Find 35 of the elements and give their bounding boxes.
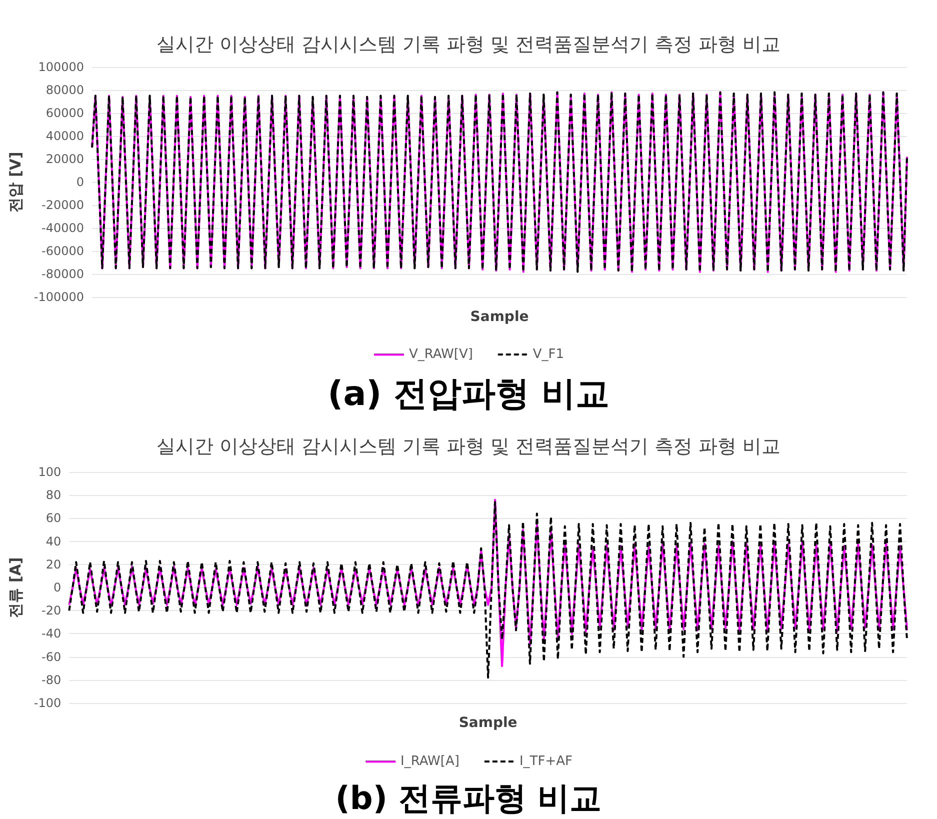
y-axis-title: 전압 [V] bbox=[6, 152, 24, 212]
x-axis-title: Sample bbox=[470, 308, 529, 325]
y-tick-label: -20 bbox=[42, 604, 62, 618]
y-tick-label: -60 bbox=[42, 650, 62, 664]
y-tick-label: -80000 bbox=[42, 267, 84, 281]
legend-label: I_RAW[A] bbox=[400, 754, 460, 769]
legend-label: I_TF+AF bbox=[519, 754, 572, 769]
chart-title: 실시간 이상상태 감시시스템 기록 파형 및 전력품질분석기 측정 파형 비교 bbox=[156, 436, 781, 458]
legend-label: V_F1 bbox=[532, 347, 564, 362]
y-tick-label: 100 bbox=[38, 465, 62, 479]
y-tick-label: -80 bbox=[42, 672, 62, 687]
y-tick-label: -20000 bbox=[42, 198, 84, 212]
y-tick-label: 20000 bbox=[46, 152, 84, 166]
y-tick-label: 100000 bbox=[38, 60, 84, 74]
y-tick-label: 80 bbox=[46, 488, 62, 502]
y-axis-title: 전류 [A] bbox=[6, 557, 24, 618]
y-tick-label: -40 bbox=[42, 626, 62, 641]
y-tick-label: 40000 bbox=[46, 129, 84, 143]
y-tick-label: 60 bbox=[46, 511, 62, 526]
y-tick-label: -40000 bbox=[42, 221, 84, 235]
y-tick-label: 0 bbox=[53, 580, 62, 594]
y-tick-label: 0 bbox=[76, 175, 84, 189]
y-tick-label: -100 bbox=[34, 696, 62, 710]
line-series bbox=[91, 91, 908, 273]
y-tick-label: 20 bbox=[46, 557, 62, 572]
text: (b) 전류파형 비교 bbox=[335, 779, 602, 817]
y-tick-label: 60000 bbox=[46, 106, 84, 120]
text: (a) 전압파형 비교 bbox=[328, 374, 610, 414]
y-tick-label: 80000 bbox=[46, 83, 84, 97]
y-tick-label: 40 bbox=[46, 534, 62, 548]
chart-title: 실시간 이상상태 감시시스템 기록 파형 및 전력품질분석기 측정 파형 비교 bbox=[156, 34, 781, 56]
y-tick-label: -100000 bbox=[34, 290, 84, 304]
legend-label: V_RAW[V] bbox=[408, 347, 473, 362]
y-tick-label: -60000 bbox=[42, 244, 84, 258]
x-axis-title: Sample bbox=[458, 714, 518, 731]
